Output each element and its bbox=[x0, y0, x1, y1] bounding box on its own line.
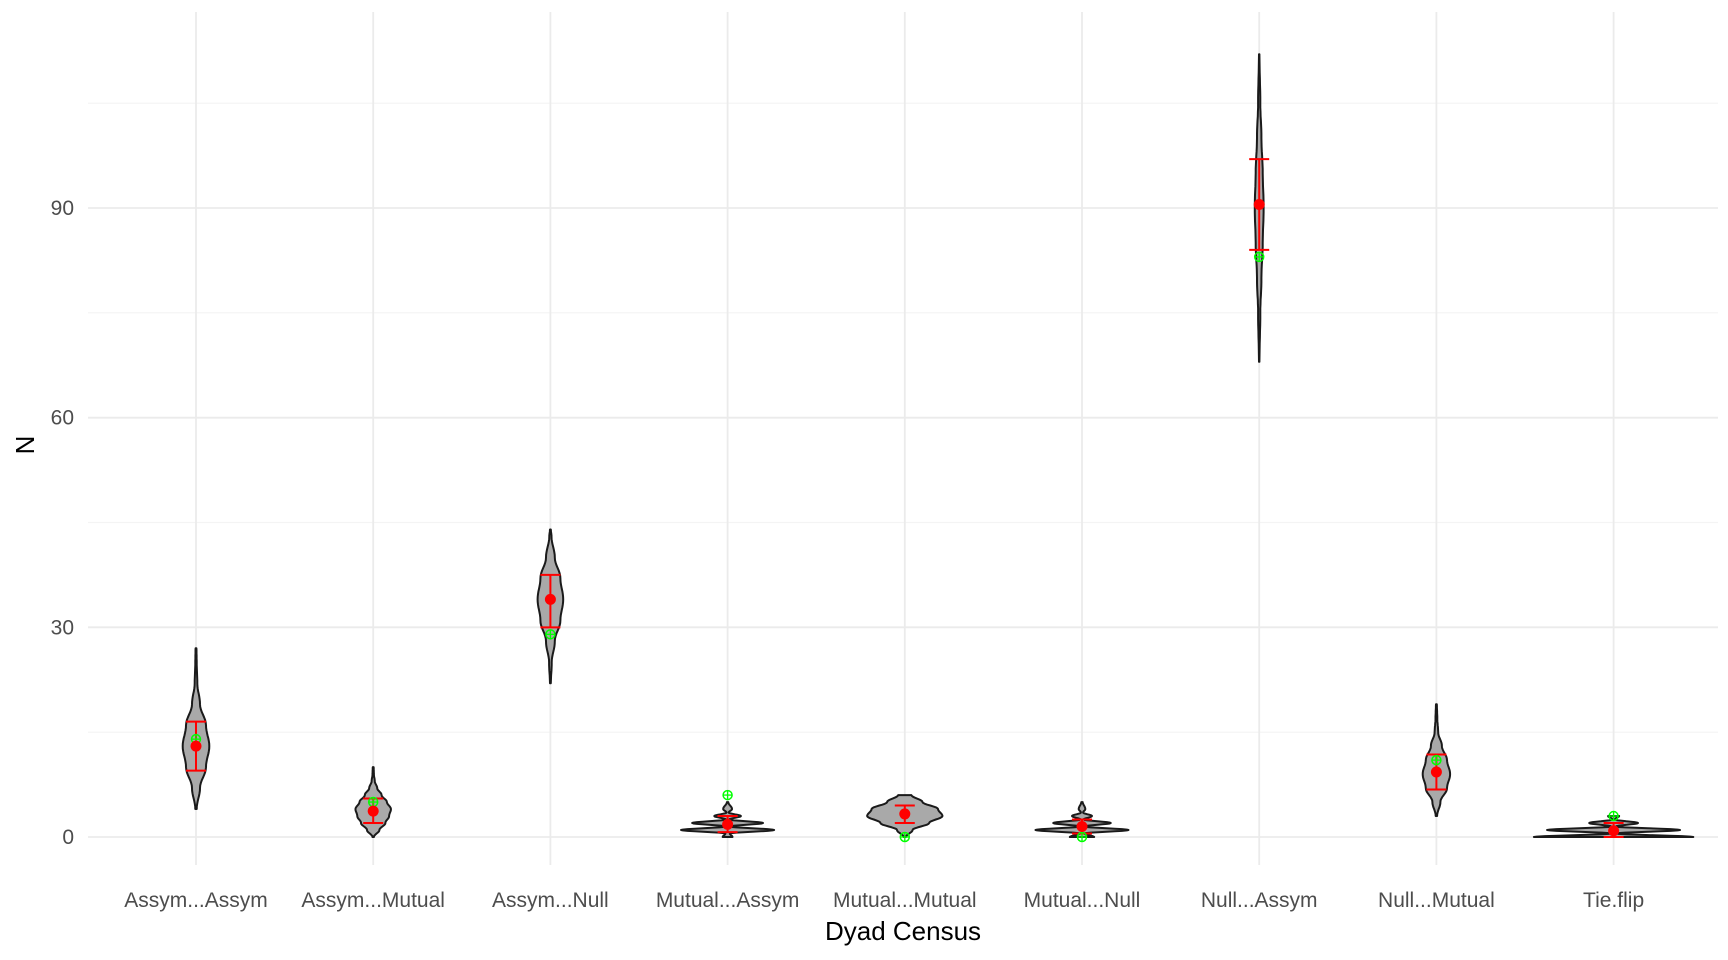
y-tick-label: 30 bbox=[51, 616, 74, 639]
mean-point-Mutual...Null bbox=[1076, 821, 1088, 833]
x-tick-label: Assym...Null bbox=[492, 889, 609, 912]
mean-point-Assym...Null bbox=[544, 593, 556, 605]
mean-point-Assym...Mutual bbox=[367, 805, 379, 817]
mean-point-Null...Mutual bbox=[1430, 766, 1442, 778]
x-tick-label: Assym...Mutual bbox=[301, 889, 445, 912]
x-tick-label: Null...Mutual bbox=[1378, 889, 1495, 912]
mean-point-Mutual...Assym bbox=[722, 818, 734, 830]
x-tick-label: Mutual...Assym bbox=[656, 889, 800, 912]
mean-point-Tie.flip bbox=[1608, 825, 1620, 837]
x-tick-label: Null...Assym bbox=[1201, 889, 1318, 912]
x-tick-label: Assym...Assym bbox=[124, 889, 268, 912]
y-tick-label: 90 bbox=[51, 197, 74, 220]
y-axis-title: N bbox=[10, 436, 40, 455]
x-tick-label: Mutual...Mutual bbox=[833, 889, 977, 912]
y-tick-label: 60 bbox=[51, 407, 74, 430]
x-axis-title: Dyad Census bbox=[825, 916, 981, 946]
y-axis-tick-labels: 0 30 60 90 bbox=[51, 197, 74, 849]
y-tick-label: 0 bbox=[62, 826, 74, 849]
mean-point-Assym...Assym bbox=[190, 740, 202, 752]
mean-point-Null...Assym bbox=[1253, 199, 1265, 211]
mean-point-Mutual...Mutual bbox=[899, 808, 911, 820]
x-axis-tick-labels: Assym...Assym Assym...Mutual Assym...Null M… bbox=[124, 889, 1644, 912]
x-tick-label: Mutual...Null bbox=[1024, 889, 1141, 912]
summary-marks bbox=[186, 158, 1624, 843]
violins bbox=[181, 53, 1695, 838]
grid-lines bbox=[88, 12, 1718, 865]
x-tick-label: Tie.flip bbox=[1583, 889, 1644, 912]
